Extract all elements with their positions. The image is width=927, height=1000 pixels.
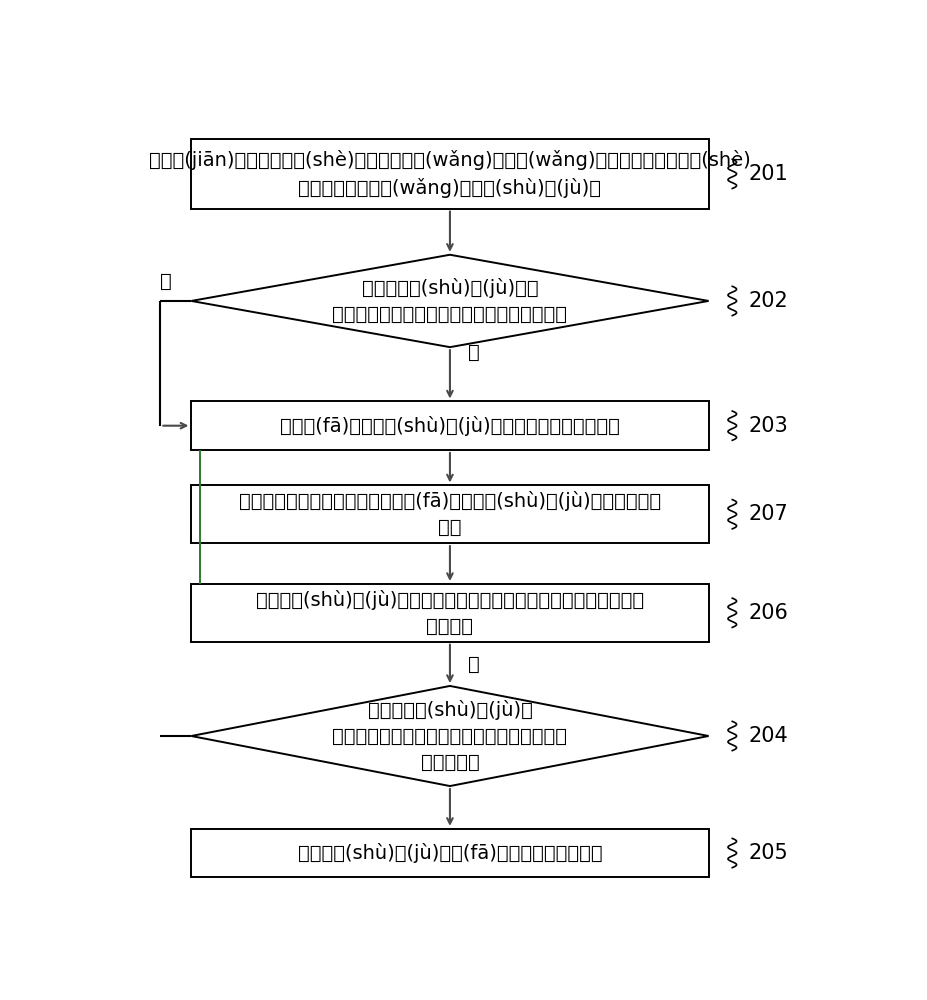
Text: 203: 203 [748,416,788,436]
Text: 將所述數(shù)據(jù)包中包括的目的服務器地址，添加至所述預設的
地址庫中: 將所述數(shù)據(jù)包中包括的目的服務器地址，添加至所述預設的 地址庫中 [256,590,644,636]
Bar [191,401,708,450]
Text: 將所述數(shù)據(jù)包發(fā)送至所述目的服務器: 將所述數(shù)據(jù)包發(fā)送至所述目的服務器 [298,843,603,863]
Bar [191,485,708,543]
Text: 否: 否 [160,272,172,291]
Text: 207: 207 [748,504,788,524]
Text: 確定發(fā)送所述數(shù)據(jù)包的應用中攜帶惡意程序: 確定發(fā)送所述數(shù)據(jù)包的應用中攜帶惡意程序 [280,416,620,436]
Text: 判斷所述數(shù)據(jù)包
對應的信息摘要，是否與預設的特征碼庫中的
特征碼匹配: 判斷所述數(shù)據(jù)包 對應的信息摘要，是否與預設的特征碼庫中的 特征… [333,700,567,772]
Text: 201: 201 [748,164,788,184]
Bar [191,139,708,209]
Text: 205: 205 [748,843,788,863]
Text: 204: 204 [748,726,788,746]
Bar [191,584,708,642]
Text: 通過提示窗口，詢問用戶是否對發(fā)送所述數(shù)據(jù)包的應用進行
卸載: 通過提示窗口，詢問用戶是否對發(fā)送所述數(shù)據(jù)包的應用進行 … [239,491,661,537]
Polygon shape [191,686,708,786]
Text: 202: 202 [748,291,788,311]
Bar [191,829,708,877]
Text: 判斷所述數(shù)據(jù)包中
包含的目的服務器地址是否在預設的地址庫中: 判斷所述數(shù)據(jù)包中 包含的目的服務器地址是否在預設的地址庫中 [333,278,567,324]
Text: 206: 206 [748,603,788,623]
Polygon shape [191,255,708,347]
Text: 是: 是 [468,655,479,674]
Text: 通過監(jiān)測所述終端設(shè)備中的虛擬網(wǎng)卡的網(wǎng)絡接口，獲取終端設(shè)
備中各應用訪問網(wǎng)絡的數(shù)據(: 通過監(jiān)測所述終端設(shè)備中的虛擬網(wǎng)卡的網(wǎng… [149,150,751,198]
Text: 是: 是 [468,343,479,362]
